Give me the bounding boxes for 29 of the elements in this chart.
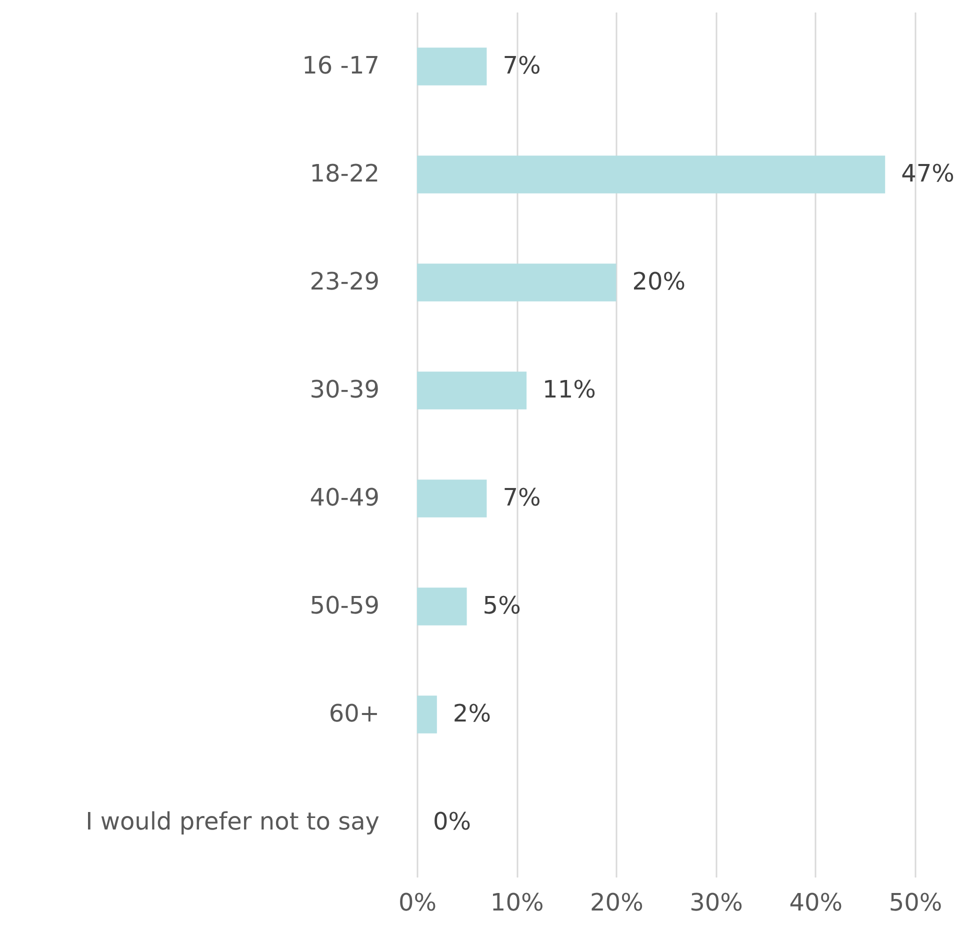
y-tick-label: 18-22 xyxy=(310,160,380,188)
x-tick-label: 50% xyxy=(888,888,942,916)
data-label: 2% xyxy=(452,699,491,728)
bar xyxy=(417,480,487,518)
x-tick-label: 20% xyxy=(590,888,644,916)
y-tick-label: 50-59 xyxy=(310,591,380,620)
data-label: 11% xyxy=(542,376,596,404)
bar xyxy=(417,264,616,302)
y-tick-label: 16 -17 xyxy=(302,52,380,80)
x-tick-label: 0% xyxy=(398,888,437,916)
data-label: 0% xyxy=(433,807,472,836)
data-label: 7% xyxy=(502,483,541,512)
data-label: 7% xyxy=(502,52,541,80)
bar xyxy=(417,372,527,410)
y-tick-label: 23-29 xyxy=(310,268,380,296)
data-label: 47% xyxy=(901,160,954,188)
bar xyxy=(417,588,467,626)
data-label: 5% xyxy=(482,591,521,620)
y-tick-label: I would prefer not to say xyxy=(86,807,380,836)
x-tick-label: 30% xyxy=(690,888,743,916)
data-label: 20% xyxy=(632,268,686,296)
x-tick-label: 10% xyxy=(490,888,544,916)
bar xyxy=(417,156,886,194)
y-tick-label: 40-49 xyxy=(310,483,380,512)
y-tick-label: 30-39 xyxy=(310,376,380,404)
x-tick-label: 40% xyxy=(789,888,843,916)
bar xyxy=(417,696,437,734)
y-tick-label: 60+ xyxy=(328,699,380,728)
bar xyxy=(417,48,487,86)
